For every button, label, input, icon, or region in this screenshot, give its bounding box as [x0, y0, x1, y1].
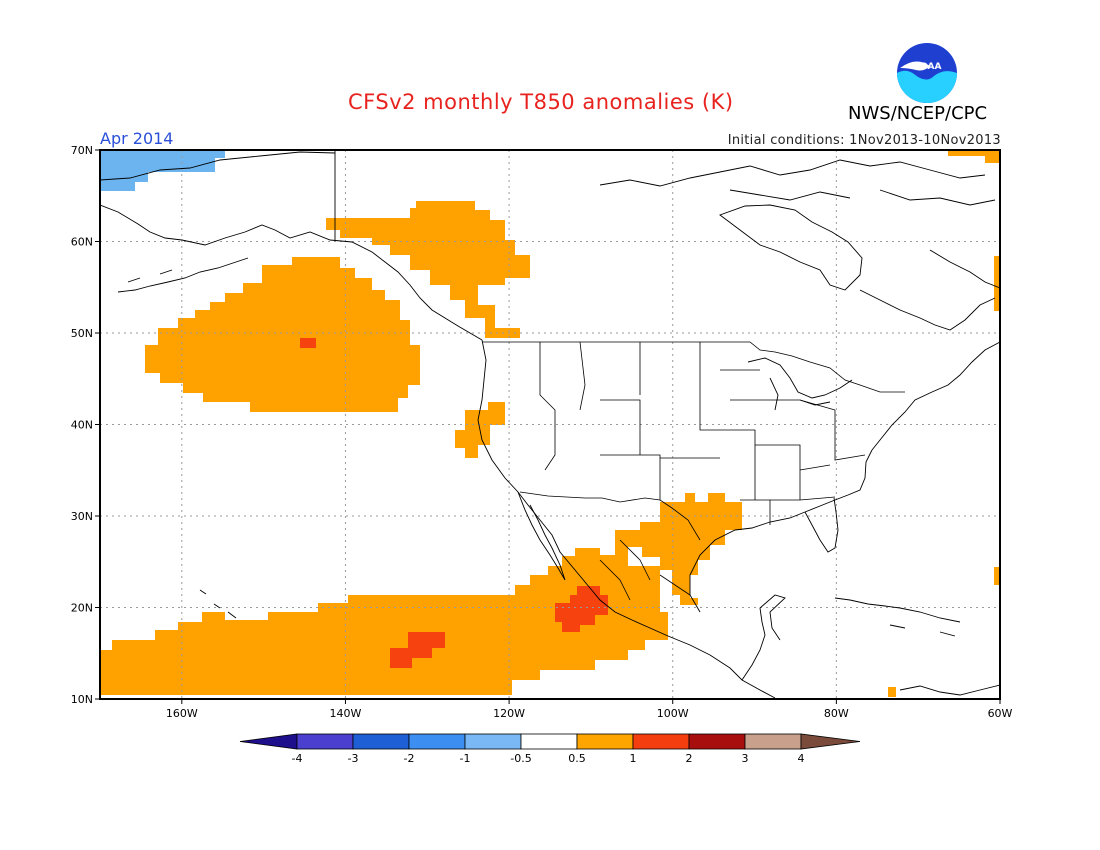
lat-label: 40N	[71, 419, 93, 432]
us-mexico-border	[519, 491, 701, 541]
colorbar-label: -0.5	[510, 752, 531, 765]
shading-cool	[100, 150, 225, 191]
valid-month-label: Apr 2014	[100, 129, 174, 148]
alaska-coast	[100, 204, 483, 341]
alaska-north-coast	[100, 151, 336, 181]
west-coast	[477, 339, 776, 699]
lat-label: 60N	[71, 236, 93, 249]
aleutians	[117, 257, 249, 293]
colorbar-bin	[744, 733, 802, 750]
colorbar-arrow-low	[239, 733, 298, 750]
colorbar-label: 1	[630, 752, 637, 765]
colorbar-bin	[688, 733, 746, 750]
colorbar-bin	[464, 733, 522, 750]
colorbar-bin	[352, 733, 410, 750]
colorbar-label: -4	[292, 752, 303, 765]
colorbar-label: 2	[686, 752, 693, 765]
political-borders	[482, 341, 905, 601]
colorbar-label: 4	[798, 752, 805, 765]
caribbean	[834, 597, 961, 637]
lon-label: 140W	[330, 707, 362, 720]
gulf-coast	[689, 449, 873, 681]
noaa-logo-text: NOAA	[913, 62, 942, 72]
map-title: CFSv2 monthly T850 anomalies (K)	[348, 90, 734, 114]
shading-warm2	[300, 338, 608, 668]
ne-pacific-warm-core-region	[300, 338, 316, 348]
lat-label: 20N	[71, 602, 93, 615]
mexico-states	[599, 539, 691, 601]
south-america	[899, 684, 1000, 696]
colorbar-label: -2	[404, 752, 415, 765]
initial-conditions-label: Initial conditions: 1Nov2013-10Nov2013	[727, 133, 1001, 148]
colorbar-label: -1	[460, 752, 471, 765]
colorbar-label: 3	[742, 752, 749, 765]
lon-label: 160W	[166, 707, 198, 720]
lat-label: 50N	[71, 327, 93, 340]
lat-label: 70N	[71, 144, 93, 157]
gulf-coast-warm-region	[615, 493, 742, 605]
longitude-axis: 160W 140W 120W 100W 80W 60W	[166, 699, 1013, 720]
us-state-lines	[539, 341, 866, 525]
east-edge-warm-region-2	[994, 567, 1000, 585]
lat-label: 10N	[71, 693, 93, 706]
alaska-gulf-warm-region	[326, 201, 530, 338]
baja	[517, 491, 566, 581]
labrador	[859, 249, 1000, 331]
colorbar-bin	[296, 733, 354, 750]
colorbar-bin	[576, 733, 634, 750]
mexico-pacific-warm-core-region	[555, 586, 608, 632]
ne-pacific-warm-region	[145, 257, 420, 412]
colorbar-label: -3	[348, 752, 359, 765]
coastlines	[100, 150, 1000, 699]
hawaii	[199, 589, 237, 619]
east-coast	[871, 341, 1000, 451]
lat-label: 30N	[71, 510, 93, 523]
agency-label: NWS/NCEP/CPC	[848, 103, 988, 124]
subtropical-pacific-warm-region	[100, 540, 668, 695]
latitude-axis: 70N 60N 50N 40N 30N 20N 10N	[71, 144, 100, 706]
canada-arctic-islands	[599, 159, 996, 206]
hudson-bay	[719, 204, 863, 291]
arctic-cool-region	[100, 150, 225, 191]
south-america-warm-region	[888, 687, 896, 697]
us-canada-border	[482, 341, 905, 393]
colorbar-arrow-high	[800, 733, 861, 750]
colorbar-label: 0.5	[568, 752, 586, 765]
colorbar-bin	[408, 733, 466, 750]
colorbar-bin	[632, 733, 690, 750]
lon-label: 60W	[988, 707, 1013, 720]
florida	[804, 497, 839, 553]
lon-label: 100W	[657, 707, 689, 720]
colorbar: -4 -3 -2 -1 -0.5 0.5 1 2 3 4	[239, 733, 861, 765]
colorbar-bin	[520, 733, 578, 750]
east-edge-warm-region	[994, 256, 1000, 311]
lon-label: 120W	[493, 707, 525, 720]
central-pacific-warm-core-region	[390, 632, 445, 668]
shading-warm1	[100, 150, 1000, 697]
arctic-warm-region	[948, 150, 1000, 163]
lon-label: 80W	[824, 707, 849, 720]
noaa-logo: NOAA	[897, 43, 957, 103]
